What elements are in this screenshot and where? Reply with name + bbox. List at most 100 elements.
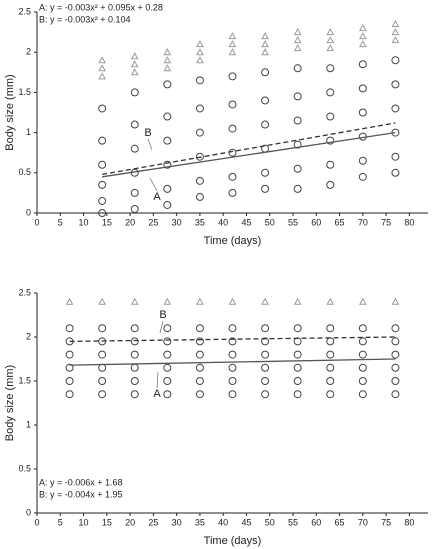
x-tick-label: 25 [148,517,158,527]
point [98,196,107,205]
point [326,64,335,73]
point [228,172,237,181]
point [163,390,172,399]
x-tick-label: 40 [218,517,228,527]
point [293,324,302,333]
point [293,36,302,44]
point [228,148,237,157]
point [358,32,367,40]
point [261,48,269,56]
point [326,180,335,189]
point [98,104,107,113]
point [293,297,302,305]
point [195,152,204,161]
y-tick-label: 0.5 [18,167,31,177]
point [261,337,270,346]
point [358,363,367,372]
x-tick-label: 45 [241,517,251,527]
point [326,88,335,97]
leader-line [156,371,159,389]
point [130,188,139,197]
x-tick-label: 55 [288,217,298,227]
point [163,64,172,72]
x-tick-label: 50 [265,217,275,227]
point [391,390,400,399]
point [228,124,237,133]
point [130,120,139,129]
point [196,56,204,64]
point [65,363,74,372]
point [130,68,139,76]
point [195,337,204,346]
fit-line [102,131,396,178]
point [293,363,302,372]
point [391,324,400,333]
x-tick-label: 55 [288,517,298,527]
point [98,160,107,169]
point [65,297,74,305]
point [228,337,237,346]
point [391,377,400,385]
point [228,100,237,109]
point [358,390,367,399]
point [326,363,335,372]
point [195,324,204,333]
x-tick-label: 20 [125,517,135,527]
point [98,209,107,217]
point [130,60,139,68]
point [98,350,107,359]
point [163,184,172,193]
point [326,377,335,385]
x-tick-label: 15 [102,217,112,227]
point [293,44,302,52]
point [195,377,204,385]
point [326,44,335,52]
point [391,56,400,65]
point [358,324,367,333]
x-axis-label: Time (days) [204,235,262,247]
point [130,144,139,153]
y-tick-label: 0 [26,507,31,517]
point [391,152,400,161]
point [391,168,400,177]
point [391,28,400,36]
point [358,337,367,346]
annotation: A: y = -0.003x² + 0.095x + 0.28 [39,2,163,12]
x-tick-label: 5 [58,217,63,227]
point [391,104,400,113]
point [98,390,107,399]
fit-line [69,358,396,366]
fit-line [102,122,396,176]
point [195,350,204,359]
point [228,377,237,385]
point [163,136,172,145]
point [293,350,302,359]
x-tick-label: 70 [358,217,368,227]
point [293,390,302,399]
x-tick-label: 10 [79,517,89,527]
y-tick-label: 1.5 [18,375,31,385]
point [98,136,107,145]
point [130,377,139,385]
point [163,363,172,372]
x-tick-label: 70 [358,517,368,527]
x-tick-label: 75 [381,517,391,527]
point [293,184,302,193]
x-tick-label: 60 [311,517,321,527]
x-tick-label: 80 [404,217,414,227]
point [196,48,204,56]
point [391,297,400,305]
point [130,204,139,213]
point [65,390,74,399]
line-label: A [153,388,161,400]
point [130,88,139,97]
point [261,390,270,399]
point [358,350,367,359]
x-tick-label: 35 [195,517,205,527]
point [130,337,139,346]
fit-line [69,336,396,343]
annotation: A: y = -0.006x + 1.68 [39,477,123,487]
point [196,40,204,48]
point [326,297,335,305]
point [261,32,269,40]
